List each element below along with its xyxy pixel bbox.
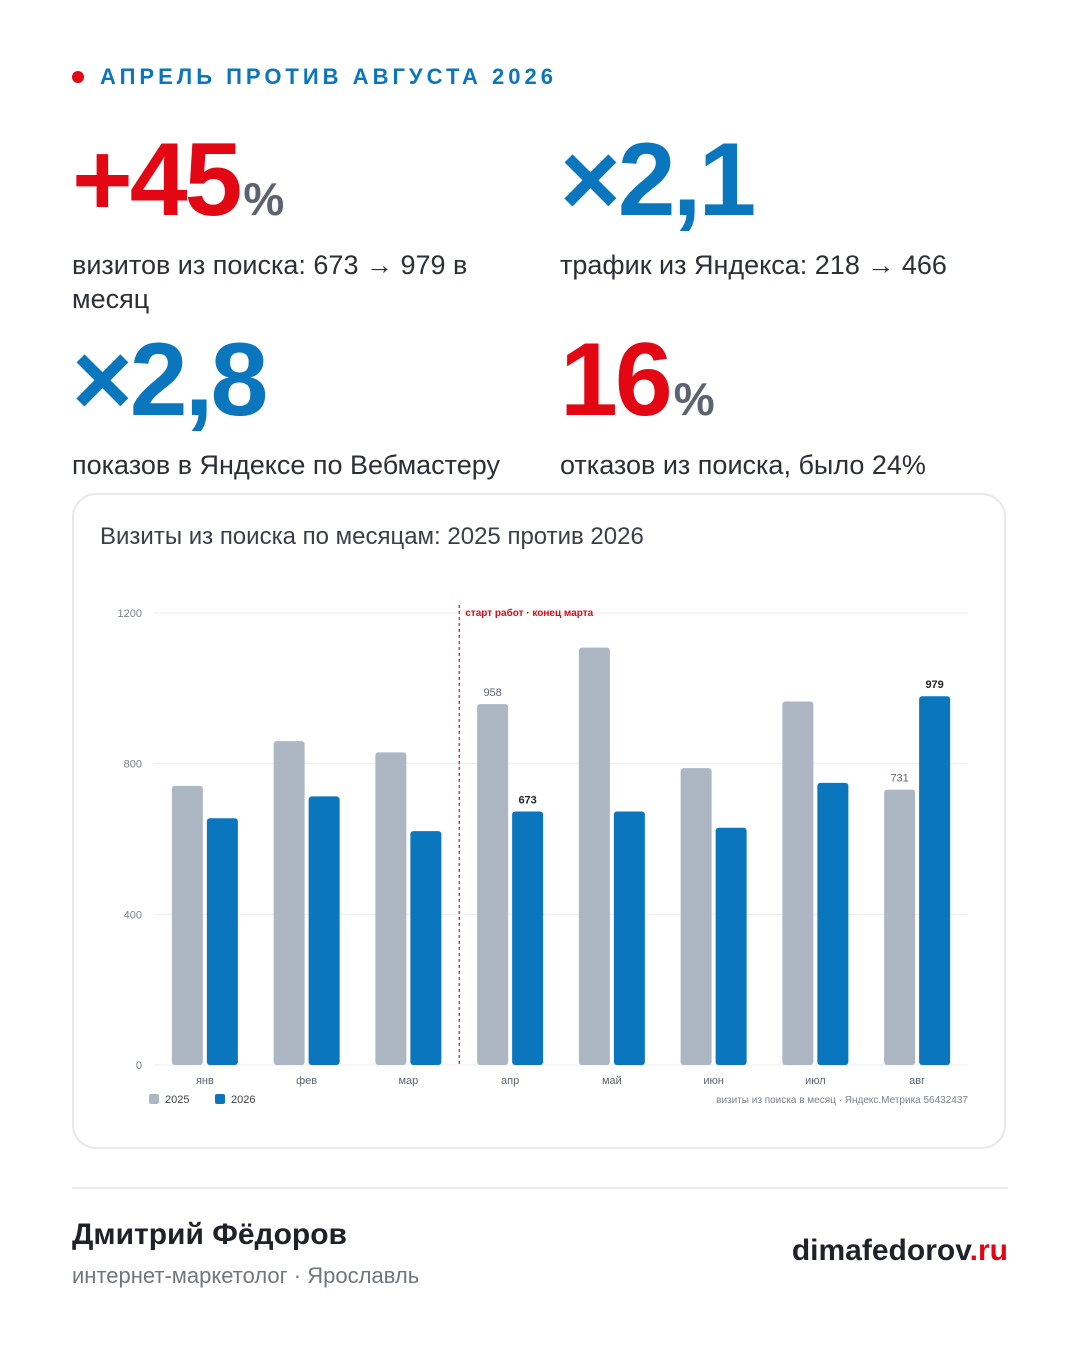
stat-value: ×2,8 xyxy=(72,322,268,438)
stat-value: 16 xyxy=(560,322,673,438)
stat-desc: трафик из Яндекса: 218 → 466 xyxy=(560,250,947,280)
stat-suffix: % xyxy=(673,373,715,425)
x-tick-label: июл xyxy=(805,1075,826,1087)
stat-suffix: % xyxy=(243,173,285,225)
bar-2025-апр xyxy=(477,704,509,1065)
stat-webmaster-impressions: ×2,8 показов в Яндексе по Вебмастеру xyxy=(72,328,532,482)
data-label: 673 xyxy=(518,795,536,807)
data-label: 979 xyxy=(925,679,943,691)
y-tick-label: 400 xyxy=(124,909,142,921)
bar-2026-фев xyxy=(308,796,340,1065)
stat-bounce-rate: 16% отказов из поиска, было 24% xyxy=(560,328,1020,482)
bar-2025-янв xyxy=(171,785,203,1065)
bar-2025-май xyxy=(578,647,610,1065)
y-tick-label: 800 xyxy=(124,759,142,771)
legend-swatch-2025 xyxy=(149,1094,159,1104)
stat-desc: отказов из поиска, было 24% xyxy=(560,450,926,480)
author-role: интернет-маркетолог · Ярославль xyxy=(72,1263,420,1288)
bar-2025-фев xyxy=(273,741,305,1065)
bar-2026-авг xyxy=(919,696,951,1065)
stat-value: ×2,1 xyxy=(560,122,756,238)
bar-2026-июн xyxy=(715,827,747,1065)
y-tick-label: 1200 xyxy=(118,608,142,620)
author-name: Дмитрий Фёдоров xyxy=(72,1218,347,1251)
site-link[interactable]: dimafedorov.ru xyxy=(792,1234,1008,1268)
annotation-label: старт работ · конец марта xyxy=(465,607,593,619)
x-tick-label: апр xyxy=(501,1075,519,1087)
bar-2025-мар xyxy=(375,752,407,1065)
chart-source: визиты из поиска в месяц · Яндекс.Метрик… xyxy=(716,1095,968,1106)
x-tick-label: фев xyxy=(296,1075,317,1087)
bar-2026-июл xyxy=(817,782,849,1065)
stat-value: +45 xyxy=(72,122,242,238)
chart-card: Визиты из поиска по месяцам: 2025 против… xyxy=(72,493,1006,1149)
x-tick-label: июн xyxy=(703,1075,723,1087)
bar-chart: 0 400 800 1200 янв фев мар апр май июн июл авг 958 67… xyxy=(118,605,968,1106)
y-tick-label: 0 xyxy=(136,1060,142,1072)
legend-label-2025: 2025 xyxy=(165,1094,189,1106)
bar-2025-авг xyxy=(884,789,916,1065)
red-dot-icon xyxy=(72,71,84,83)
chart-title: Визиты из поиска по месяцам: 2025 против… xyxy=(100,523,644,550)
x-tick-label: авг xyxy=(909,1075,925,1087)
x-tick-label: май xyxy=(602,1075,622,1087)
bar-2026-янв xyxy=(206,818,238,1065)
divider xyxy=(72,1187,1008,1189)
legend-label-2026: 2026 xyxy=(231,1094,255,1106)
bar-2026-мар xyxy=(410,831,442,1065)
stat-desc: визитов из поиска: 673 → 979 в месяц xyxy=(72,250,468,314)
x-tick-label: янв xyxy=(196,1075,214,1087)
data-label: 731 xyxy=(890,773,908,785)
stat-search-visits: +45% визитов из поиска: 673 → 979 в меся… xyxy=(72,128,532,316)
bar-2026-апр xyxy=(512,811,544,1065)
bar-2025-июн xyxy=(680,768,712,1065)
header-title: АПРЕЛЬ ПРОТИВ АВГУСТА 2026 xyxy=(100,64,557,89)
bar-2026-май xyxy=(613,811,645,1065)
stat-yandex-traffic: ×2,1 трафик из Яндекса: 218 → 466 xyxy=(560,128,1020,282)
stat-desc: показов в Яндексе по Вебмастеру xyxy=(72,450,500,480)
site-tld: .ru xyxy=(969,1234,1008,1267)
data-label: 958 xyxy=(483,687,501,699)
bar-2025-июл xyxy=(782,701,814,1065)
header: АПРЕЛЬ ПРОТИВ АВГУСТА 2026 xyxy=(72,64,557,90)
x-tick-label: мар xyxy=(398,1075,418,1087)
legend-swatch-2026 xyxy=(215,1094,225,1104)
site-domain: dimafedorov xyxy=(791,1234,970,1267)
